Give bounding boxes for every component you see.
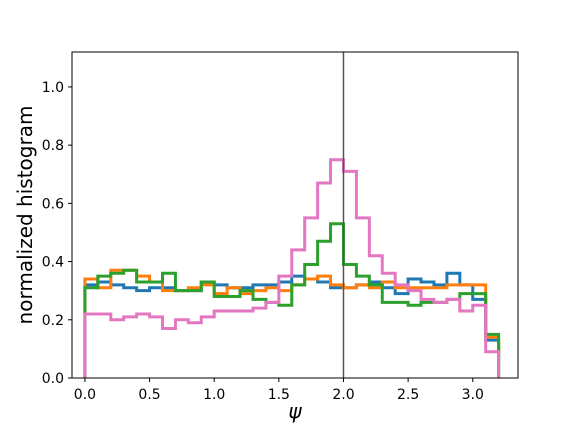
y-tick-label: 0.8 bbox=[42, 138, 64, 154]
y-axis-label: normalized histogram bbox=[13, 106, 37, 325]
y-tick-label: 1.0 bbox=[42, 80, 64, 96]
histogram-series-4 bbox=[83, 158, 501, 378]
y-tick-label: 0.2 bbox=[42, 313, 64, 329]
y-tick-label: 0.0 bbox=[42, 371, 64, 387]
x-tick-label: 1.0 bbox=[203, 387, 225, 403]
y-tick-label: 0.6 bbox=[42, 196, 64, 212]
histogram-series-3 bbox=[83, 222, 501, 378]
plot-frame bbox=[71, 51, 519, 379]
x-tick-label: 1.5 bbox=[268, 387, 290, 403]
plot-content bbox=[83, 52, 501, 378]
x-axis-label: ψ bbox=[288, 399, 302, 423]
x-tick-label: 0.5 bbox=[138, 387, 160, 403]
y-tick-label: 0.4 bbox=[42, 255, 64, 271]
axis-ticks: 0.0 0.5 1.0 1.5 2.0 2.5 3.0 0.0 0.2 0.4 0.6 0.8 1.0 bbox=[42, 80, 484, 403]
x-tick-label: 3.0 bbox=[462, 387, 484, 403]
x-tick-label: 0.0 bbox=[74, 387, 96, 403]
x-tick-label: 2.5 bbox=[397, 387, 419, 403]
x-tick-label: 2.0 bbox=[332, 387, 354, 403]
